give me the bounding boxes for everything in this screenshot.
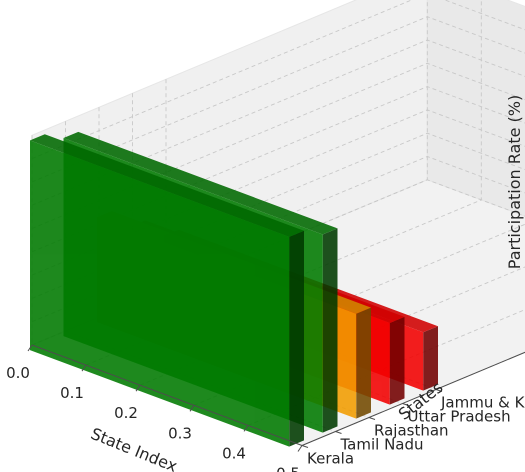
y-tick-label: Uttar Pradesh [408,408,511,426]
x-tick-label: 0.4 [222,444,246,462]
x-tick [189,405,195,412]
x-tick-label: 0.0 [6,364,30,382]
x-axis-label: State Index [88,424,180,472]
bar-side [289,230,304,447]
y-axis-line [301,351,525,446]
bar-top [63,131,338,235]
x-tick-label: 0.5 [276,465,300,472]
y-tick [402,403,409,406]
x-tick [81,364,87,372]
y-tick [335,431,342,434]
x-tick-labels: 0.0 0.1 0.2 0.3 0.4 0.5 [6,344,303,472]
bar-side [389,316,405,405]
bar-side [356,307,371,419]
x-tick [27,344,33,352]
y-tick [301,445,309,448]
x-axis-line [31,344,303,446]
y-tick [368,417,376,420]
z-gridline [31,0,525,160]
axis-edges [31,344,525,446]
y-tick-label: Tamil Nadu [340,436,424,454]
bar-side [423,326,438,391]
bar-front [30,140,290,447]
x-tick-label: 0.2 [114,404,138,422]
y-tick [435,389,443,392]
y-tick-label: Jammu & Kashmir [440,394,525,412]
bar-side [322,228,338,433]
x-tick [135,384,141,392]
x-tick-label: 0.1 [60,384,84,402]
bars-group [30,131,438,447]
x-tick [243,425,249,432]
z-axis-label: Participation Rate (%) [505,95,524,269]
bar [30,134,304,447]
x-tick [297,445,303,452]
y-tick-label: Rajasthan [374,422,449,440]
bar-top [30,134,304,237]
x-tick-label: 0.3 [168,424,192,442]
y-tick-label: Kerala [307,450,354,468]
